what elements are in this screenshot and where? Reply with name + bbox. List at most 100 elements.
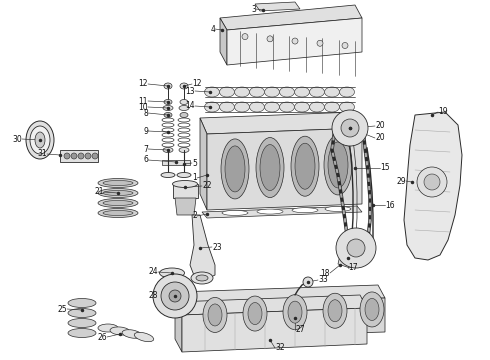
Circle shape — [347, 239, 365, 257]
Circle shape — [342, 42, 348, 49]
Text: 12: 12 — [192, 80, 201, 89]
Ellipse shape — [340, 87, 354, 97]
Ellipse shape — [160, 268, 185, 278]
Polygon shape — [173, 184, 198, 198]
Text: 12: 12 — [139, 80, 148, 89]
Ellipse shape — [134, 332, 154, 342]
Ellipse shape — [180, 83, 188, 89]
Polygon shape — [338, 252, 358, 268]
Circle shape — [417, 167, 447, 197]
Ellipse shape — [288, 301, 302, 323]
Ellipse shape — [68, 328, 96, 338]
Text: 16: 16 — [385, 201, 394, 210]
Ellipse shape — [365, 298, 379, 320]
Ellipse shape — [191, 272, 213, 284]
Ellipse shape — [196, 275, 208, 281]
Circle shape — [292, 38, 298, 44]
Ellipse shape — [291, 136, 319, 196]
Ellipse shape — [248, 302, 262, 325]
Polygon shape — [207, 128, 362, 210]
Polygon shape — [190, 215, 215, 280]
Ellipse shape — [225, 146, 245, 192]
Ellipse shape — [256, 138, 284, 198]
Text: 2: 2 — [192, 211, 197, 220]
Polygon shape — [227, 18, 362, 65]
Ellipse shape — [235, 102, 249, 112]
Ellipse shape — [328, 300, 342, 322]
Circle shape — [303, 277, 313, 287]
Ellipse shape — [220, 102, 235, 112]
Circle shape — [71, 153, 77, 159]
Circle shape — [341, 119, 359, 137]
Text: 27: 27 — [295, 325, 305, 334]
Ellipse shape — [177, 172, 191, 177]
Ellipse shape — [222, 210, 248, 215]
Polygon shape — [175, 198, 196, 215]
Text: 1: 1 — [192, 174, 197, 183]
Text: 4: 4 — [210, 24, 215, 33]
Ellipse shape — [35, 132, 45, 148]
Ellipse shape — [204, 102, 220, 112]
Text: 20: 20 — [375, 122, 385, 130]
Circle shape — [153, 274, 197, 318]
Circle shape — [78, 153, 84, 159]
Ellipse shape — [310, 87, 324, 97]
Ellipse shape — [324, 135, 352, 195]
Ellipse shape — [98, 198, 138, 207]
Ellipse shape — [283, 294, 307, 330]
Ellipse shape — [208, 304, 222, 326]
Ellipse shape — [265, 102, 279, 112]
Ellipse shape — [26, 121, 54, 159]
Polygon shape — [185, 298, 385, 338]
Ellipse shape — [265, 87, 279, 97]
Ellipse shape — [340, 102, 354, 112]
Ellipse shape — [164, 83, 172, 89]
Text: 15: 15 — [380, 163, 390, 172]
Text: 18: 18 — [320, 269, 330, 278]
Text: 20: 20 — [375, 134, 385, 143]
Ellipse shape — [324, 102, 340, 112]
Polygon shape — [202, 206, 362, 218]
Ellipse shape — [103, 211, 133, 216]
Polygon shape — [178, 285, 385, 305]
Ellipse shape — [110, 327, 130, 335]
Polygon shape — [178, 292, 185, 338]
Ellipse shape — [103, 190, 133, 195]
Ellipse shape — [257, 209, 283, 214]
Ellipse shape — [279, 102, 294, 112]
Text: 22: 22 — [202, 181, 212, 190]
Ellipse shape — [172, 180, 197, 188]
Circle shape — [424, 174, 440, 190]
Ellipse shape — [243, 296, 267, 331]
Ellipse shape — [98, 189, 138, 198]
Ellipse shape — [249, 87, 265, 97]
Text: 33: 33 — [318, 275, 328, 284]
Ellipse shape — [161, 172, 175, 177]
Circle shape — [161, 282, 189, 310]
Ellipse shape — [279, 87, 294, 97]
Polygon shape — [220, 18, 227, 65]
Ellipse shape — [122, 330, 142, 338]
Ellipse shape — [324, 87, 340, 97]
Text: 23: 23 — [212, 243, 221, 252]
Ellipse shape — [294, 102, 310, 112]
Text: 11: 11 — [139, 96, 148, 105]
Circle shape — [336, 228, 376, 268]
Text: 29: 29 — [396, 176, 406, 185]
Ellipse shape — [294, 87, 310, 97]
Ellipse shape — [220, 87, 235, 97]
Circle shape — [332, 110, 368, 146]
Text: 10: 10 — [138, 103, 148, 112]
Ellipse shape — [203, 297, 227, 332]
Ellipse shape — [310, 102, 324, 112]
Ellipse shape — [98, 179, 138, 188]
Text: 24: 24 — [148, 267, 158, 276]
Text: 13: 13 — [185, 86, 195, 95]
Text: 3: 3 — [251, 4, 256, 13]
Ellipse shape — [163, 148, 173, 153]
Circle shape — [267, 36, 273, 42]
Text: 19: 19 — [438, 108, 448, 117]
Circle shape — [242, 33, 248, 40]
Ellipse shape — [98, 324, 118, 332]
Text: 5: 5 — [192, 158, 197, 167]
